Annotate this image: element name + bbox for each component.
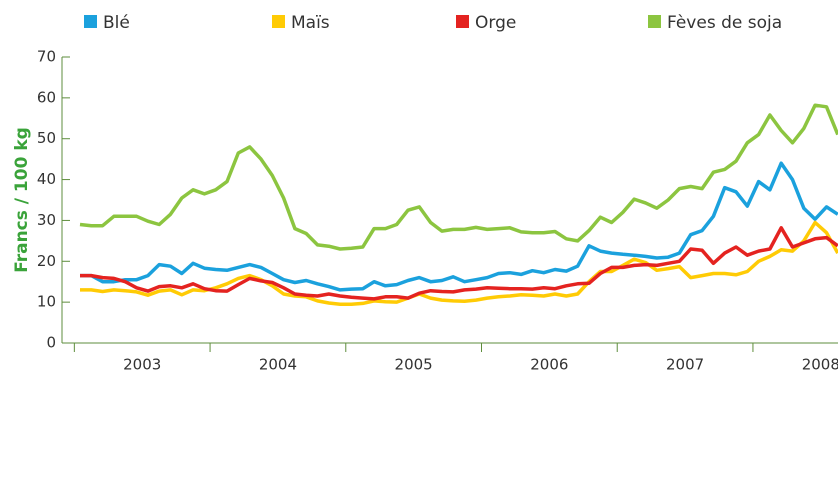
legend-label: Blé bbox=[103, 13, 130, 33]
y-tick-label: 40 bbox=[37, 170, 56, 188]
legend-swatch bbox=[272, 15, 285, 28]
y-tick-label: 60 bbox=[37, 88, 56, 106]
series-line bbox=[80, 161, 838, 292]
legend-label: Maïs bbox=[291, 13, 330, 33]
y-tick-label: 30 bbox=[37, 211, 56, 229]
legend-swatch bbox=[456, 15, 469, 28]
x-tick-label: 2006 bbox=[530, 356, 568, 374]
plot-lines bbox=[79, 103, 838, 306]
x-tick-label: 2003 bbox=[123, 356, 161, 374]
y-tick-label: 50 bbox=[37, 129, 56, 147]
legend-swatch bbox=[648, 15, 661, 28]
y-tick-label: 0 bbox=[46, 334, 56, 352]
series-line bbox=[80, 226, 838, 301]
legend-swatch bbox=[84, 15, 97, 28]
legend-label: Fèves de soja bbox=[667, 13, 782, 33]
y-tick-label: 70 bbox=[37, 48, 56, 66]
x-tick-label: 2005 bbox=[395, 356, 433, 374]
series-line bbox=[79, 103, 838, 251]
y-tick-label: 20 bbox=[37, 252, 56, 270]
legend-label: Orge bbox=[475, 13, 516, 33]
x-tick-label: 2004 bbox=[259, 356, 297, 374]
y-axis-title: Francs / 100 kg bbox=[12, 127, 32, 273]
x-tick-label: 2008 bbox=[802, 356, 838, 374]
x-tick-label: 2007 bbox=[666, 356, 704, 374]
y-tick-label: 10 bbox=[37, 293, 56, 311]
